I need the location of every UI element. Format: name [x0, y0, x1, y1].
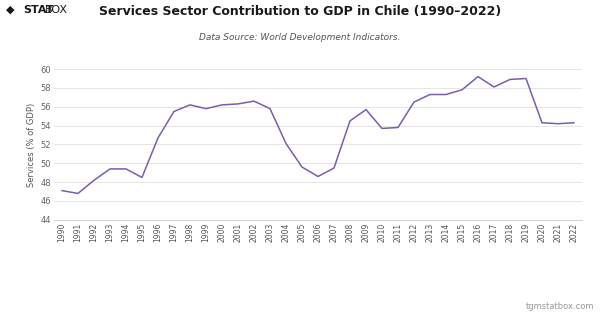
Text: Data Source: World Development Indicators.: Data Source: World Development Indicator… — [199, 33, 401, 42]
Y-axis label: Services (% of GDP): Services (% of GDP) — [28, 102, 37, 187]
Text: BOX: BOX — [45, 5, 68, 15]
Text: STAT: STAT — [23, 5, 53, 15]
Text: ◆: ◆ — [6, 5, 14, 15]
Text: Services Sector Contribution to GDP in Chile (1990–2022): Services Sector Contribution to GDP in C… — [99, 5, 501, 18]
Text: tgmstatbox.com: tgmstatbox.com — [526, 302, 594, 311]
